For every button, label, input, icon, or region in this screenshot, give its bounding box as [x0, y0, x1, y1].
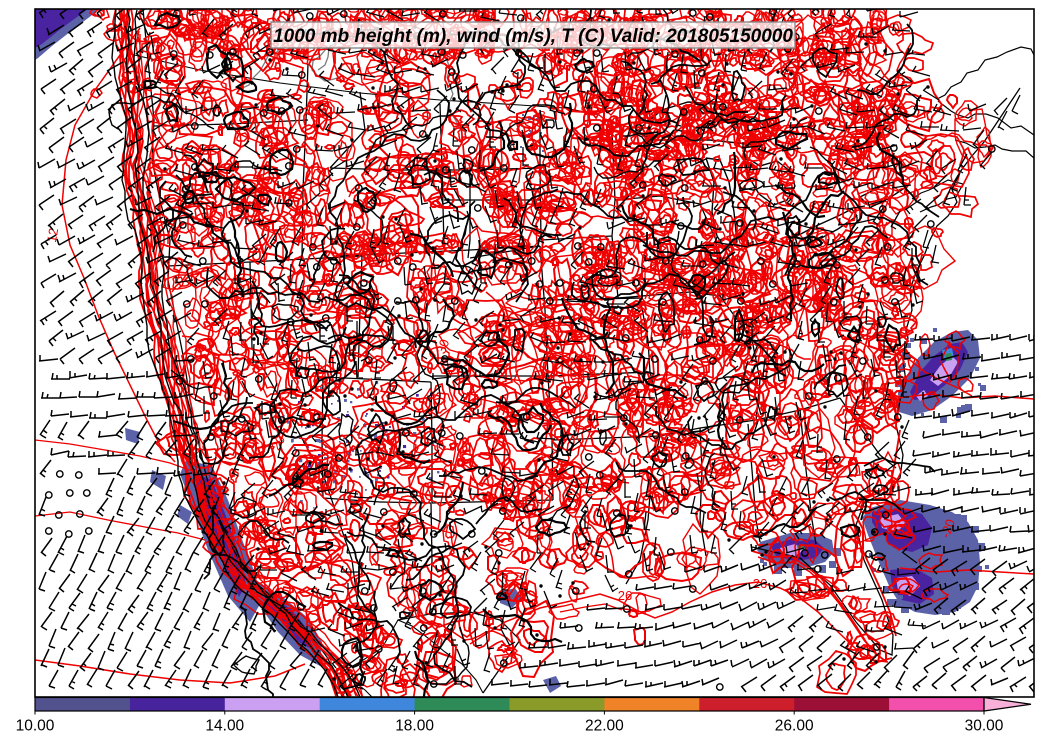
svg-text:30: 30 [433, 337, 452, 356]
svg-text:14.00: 14.00 [205, 718, 244, 735]
svg-text:26: 26 [618, 588, 632, 603]
svg-text:-24: -24 [891, 373, 910, 395]
svg-text:26.00: 26.00 [775, 718, 814, 735]
svg-text:26: 26 [753, 576, 767, 591]
svg-text:-20: -20 [938, 517, 959, 540]
svg-text:22.00: 22.00 [585, 718, 624, 735]
svg-text:26: 26 [815, 280, 829, 295]
svg-text:30.00: 30.00 [965, 718, 1004, 735]
svg-text:1000 mb height (m), wind (m/s): 1000 mb height (m), wind (m/s), T (C) Va… [273, 26, 793, 47]
svg-text:10.00: 10.00 [16, 718, 55, 735]
svg-text:18.00: 18.00 [395, 718, 434, 735]
svg-text:-8: -8 [534, 108, 546, 123]
svg-text:20: 20 [185, 445, 203, 463]
